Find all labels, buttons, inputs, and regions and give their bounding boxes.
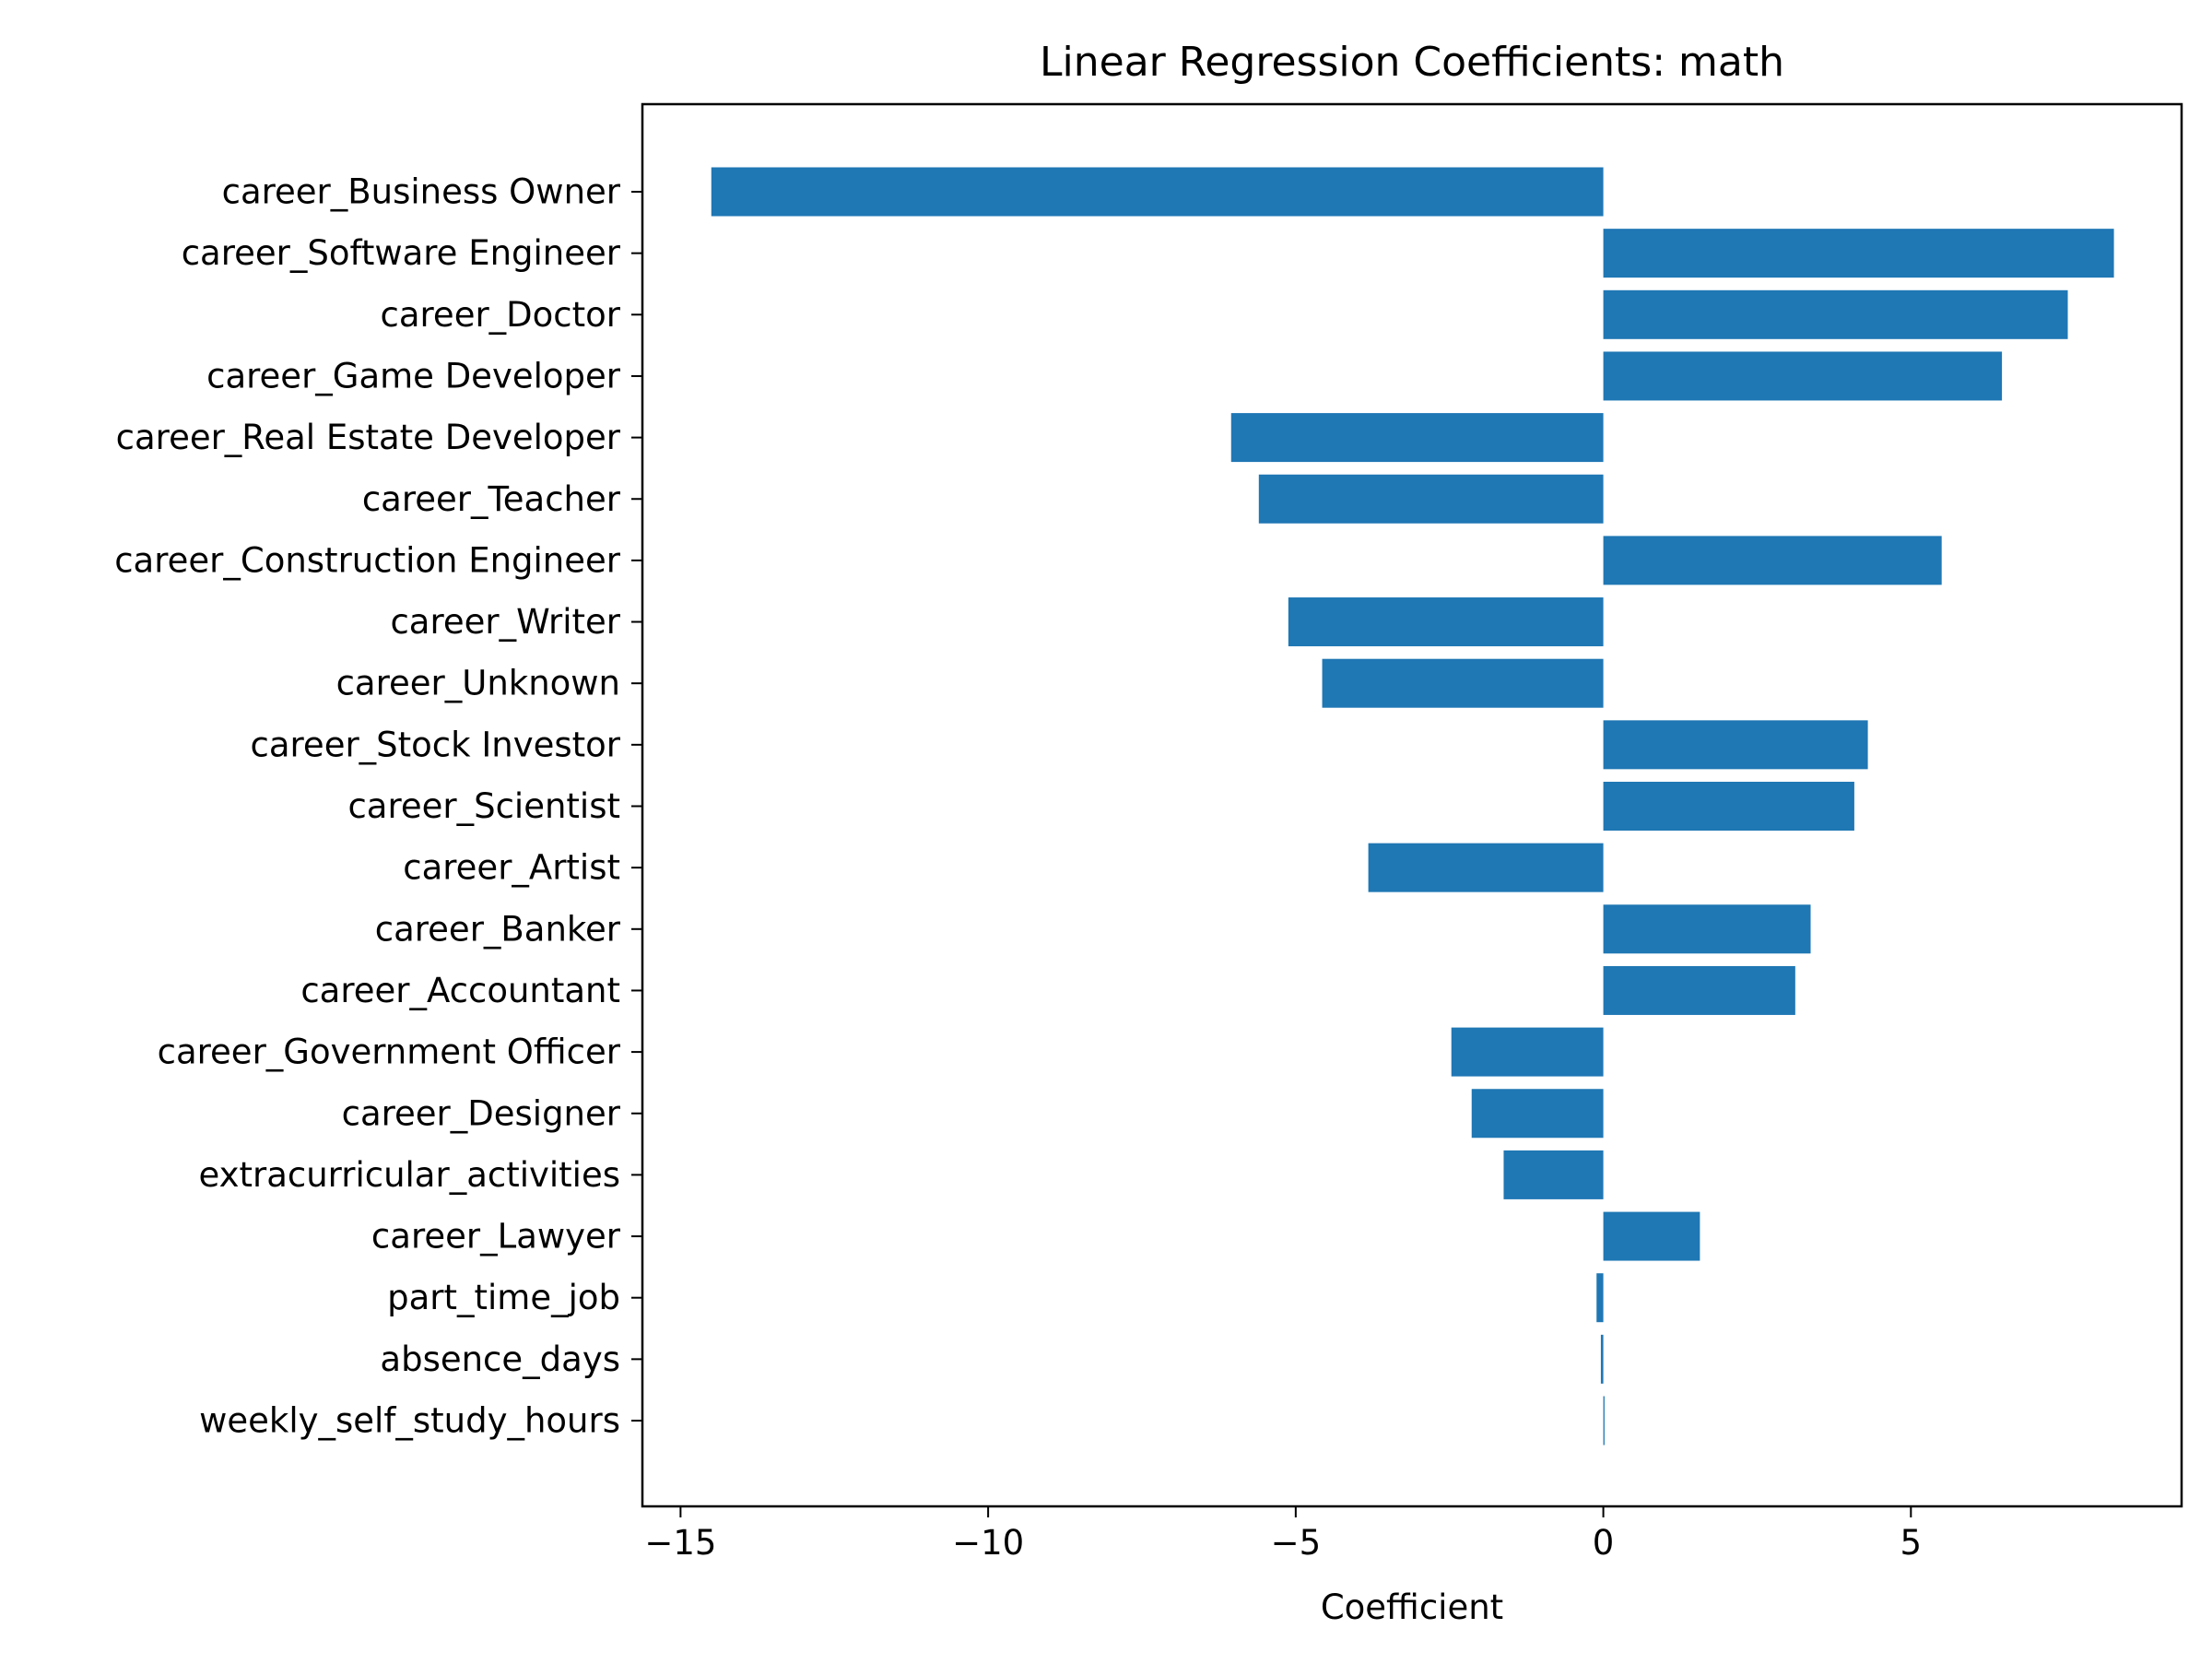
y-tick-label: extracurricular_activities: [198, 1155, 620, 1195]
x-tick-label: 0: [1593, 1523, 1615, 1563]
bar-14: [1451, 1027, 1604, 1077]
y-tick-label: career_Banker: [375, 909, 621, 949]
y-tick-label: part_time_job: [387, 1278, 620, 1317]
bar-4: [1230, 413, 1604, 463]
y-tick-label: career_Game Developer: [206, 356, 621, 395]
y-tick-label: career_Software Engineer: [182, 233, 621, 273]
bar-18: [1596, 1273, 1604, 1323]
bar-12: [1603, 904, 1811, 954]
bar-13: [1603, 965, 1795, 1015]
bars-layer: [711, 167, 2114, 1446]
bar-6: [1603, 536, 1942, 585]
x-tick-label: −10: [952, 1523, 1024, 1563]
bar-16: [1503, 1150, 1604, 1199]
x-axis: −15 −10 −5 0 5: [644, 1506, 1922, 1563]
y-tick-label: career_Artist: [403, 848, 620, 888]
bar-3: [1603, 351, 2003, 401]
bar-20: [1603, 1396, 1605, 1446]
y-tick-label: career_Unknown: [336, 664, 620, 703]
y-tick-label: career_Doctor: [381, 295, 621, 335]
plot-frame: [641, 102, 2183, 1508]
y-tick-label: career_Accountant: [300, 971, 620, 1010]
y-tick-label: absence_days: [380, 1339, 620, 1379]
bar-10: [1603, 782, 1854, 831]
y-tick-label: career_Lawyer: [371, 1217, 621, 1257]
y-tick-label: career_Government Officer: [158, 1033, 621, 1072]
bar-17: [1603, 1211, 1700, 1261]
y-tick-label: career_Teacher: [362, 479, 621, 519]
bar-2: [1603, 289, 2068, 339]
x-tick-label: −5: [1271, 1523, 1322, 1563]
y-axis: career_Business Owner career_Software Eng…: [114, 172, 642, 1441]
bar-9: [1603, 720, 1868, 770]
bar-11: [1368, 843, 1604, 892]
x-tick-label: 5: [1900, 1523, 1923, 1563]
y-tick-label: career_Stock Investor: [251, 725, 621, 764]
y-tick-label: career_Construction Engineer: [114, 540, 621, 580]
y-tick-label: career_Business Owner: [222, 172, 621, 212]
y-tick-label: career_Real Estate Developer: [116, 418, 621, 457]
chart-title: Linear Regression Coefficients: math: [1040, 39, 1784, 86]
bar-19: [1600, 1334, 1604, 1384]
y-tick-label: career_Scientist: [347, 786, 620, 826]
y-tick-label: career_Designer: [342, 1093, 621, 1133]
bar-5: [1258, 474, 1604, 524]
bar-8: [1322, 658, 1604, 708]
bar-15: [1471, 1089, 1604, 1139]
bar-0: [711, 167, 1604, 217]
bar-7: [1288, 597, 1604, 647]
x-tick-label: −15: [644, 1523, 716, 1563]
bar-1: [1603, 229, 2114, 278]
y-tick-label: weekly_self_study_hours: [199, 1401, 620, 1441]
y-tick-label: career_Writer: [390, 602, 620, 642]
x-axis-label: Coefficient: [1321, 1587, 1503, 1627]
